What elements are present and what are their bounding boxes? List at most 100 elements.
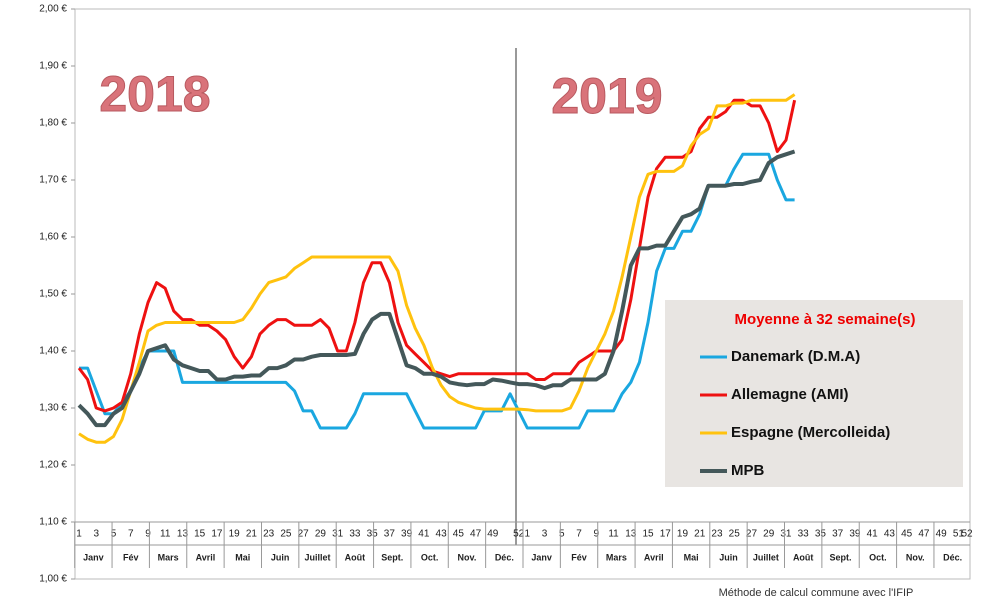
x-tick-label: 11 xyxy=(608,529,619,540)
x-tick-label: 43 xyxy=(884,529,896,540)
x-tick-label: 9 xyxy=(594,529,600,540)
x-tick-label: 25 xyxy=(729,529,741,540)
x-tick-label: 43 xyxy=(436,529,448,540)
y-tick-label: 1,60 € xyxy=(39,232,67,243)
x-tick-label: 52 xyxy=(961,529,973,540)
legend-label: Allemagne (AMI) xyxy=(731,386,849,403)
x-tick-label: 47 xyxy=(470,529,482,540)
x-tick-label: 49 xyxy=(487,529,499,540)
legend-label: MPB xyxy=(731,462,765,479)
legend-title: Moyenne à 32 semaine(s) xyxy=(735,311,916,328)
x-tick-label: 27 xyxy=(298,529,310,540)
x-tick-label: 15 xyxy=(642,529,654,540)
month-label: Juin xyxy=(271,552,290,562)
x-tick-label: 25 xyxy=(280,529,292,540)
series-line xyxy=(79,152,795,430)
x-tick-label: 1 xyxy=(525,529,531,540)
month-label: Août xyxy=(345,552,366,562)
x-tick-label: 9 xyxy=(145,529,151,540)
y-tick-label: 1,00 € xyxy=(39,574,67,585)
x-tick-label: 3 xyxy=(542,529,548,540)
y-tick-label: 1,30 € xyxy=(39,403,67,414)
x-tick-label: 29 xyxy=(763,529,775,540)
month-label: Avril xyxy=(644,552,664,562)
x-tick-label: 21 xyxy=(246,529,258,540)
x-tick-label: 23 xyxy=(263,529,275,540)
y-tick-label: 1,10 € xyxy=(39,517,67,528)
month-label: Fév xyxy=(123,552,139,562)
month-label: Déc. xyxy=(943,552,962,562)
month-label: Sept. xyxy=(381,552,403,562)
month-label: Fév xyxy=(571,552,587,562)
x-tick-label: 37 xyxy=(832,529,844,540)
y-tick-label: 1,40 € xyxy=(39,346,67,357)
x-tick-label: 21 xyxy=(694,529,706,540)
x-tick-label: 3 xyxy=(93,529,99,540)
month-label: Mars xyxy=(158,552,179,562)
x-tick-label: 45 xyxy=(901,529,913,540)
month-label: Janv xyxy=(531,552,552,562)
month-label: Déc. xyxy=(495,552,514,562)
x-tick-label: 17 xyxy=(660,529,672,540)
x-tick-label: 29 xyxy=(315,529,327,540)
y-tick-label: 1,70 € xyxy=(39,175,67,186)
legend-label: Espagne (Mercolleida) xyxy=(731,424,890,441)
footnote: Méthode de calcul commune avec l'IFIP xyxy=(719,587,914,599)
x-tick-label: 23 xyxy=(711,529,723,540)
x-tick-label: 35 xyxy=(815,529,827,540)
month-label: Juillet xyxy=(305,552,331,562)
series-line xyxy=(77,149,796,428)
x-tick-label: 27 xyxy=(746,529,758,540)
x-tick-label: 5 xyxy=(559,529,565,540)
month-label: Juin xyxy=(719,552,738,562)
y-tick-label: 1,90 € xyxy=(39,61,67,72)
month-label: Avril xyxy=(196,552,216,562)
month-label: Nov. xyxy=(458,552,477,562)
x-tick-label: 19 xyxy=(229,529,241,540)
x-tick-label: 37 xyxy=(384,529,396,540)
y-tick-label: 1,80 € xyxy=(39,118,67,129)
y-tick-label: 2,00 € xyxy=(39,4,67,15)
x-tick-label: 11 xyxy=(160,529,171,540)
x-tick-label: 52 xyxy=(513,529,525,540)
month-label: Mars xyxy=(606,552,627,562)
month-label: Mai xyxy=(235,552,250,562)
x-tick-label: 17 xyxy=(211,529,223,540)
x-tick-label: 5 xyxy=(111,529,117,540)
x-tick-label: 15 xyxy=(194,529,206,540)
legend-label: Danemark (D.M.A) xyxy=(731,348,860,365)
y-tick-label: 1,20 € xyxy=(39,460,67,471)
year-annotation: 2019 xyxy=(551,68,662,124)
x-tick-label: 39 xyxy=(401,529,413,540)
month-label: Juillet xyxy=(753,552,779,562)
month-label: Août xyxy=(793,552,814,562)
year-annotation: 2018 xyxy=(99,66,210,122)
x-tick-label: 47 xyxy=(918,529,930,540)
x-tick-label: 33 xyxy=(349,529,361,540)
month-label: Nov. xyxy=(906,552,925,562)
x-tick-label: 31 xyxy=(780,529,792,540)
x-tick-label: 39 xyxy=(849,529,861,540)
x-tick-label: 1 xyxy=(76,529,82,540)
x-tick-label: 41 xyxy=(418,529,430,540)
month-label: Sept. xyxy=(830,552,852,562)
x-tick-label: 45 xyxy=(453,529,465,540)
series-line xyxy=(77,98,797,413)
x-tick-label: 13 xyxy=(625,529,637,540)
x-tick-label: 51 xyxy=(953,529,965,540)
x-tick-label: 35 xyxy=(367,529,379,540)
x-tick-label: 19 xyxy=(677,529,689,540)
month-label: Oct. xyxy=(869,552,887,562)
x-tick-label: 7 xyxy=(576,529,582,540)
x-tick-label: 49 xyxy=(936,529,948,540)
month-label: Oct. xyxy=(421,552,439,562)
x-tick-label: 33 xyxy=(798,529,810,540)
x-tick-label: 7 xyxy=(128,529,134,540)
y-tick-label: 1,50 € xyxy=(39,289,67,300)
month-label: Janv xyxy=(83,552,104,562)
x-tick-label: 41 xyxy=(867,529,879,540)
x-tick-label: 13 xyxy=(177,529,189,540)
month-label: Mai xyxy=(684,552,699,562)
x-tick-label: 31 xyxy=(332,529,344,540)
